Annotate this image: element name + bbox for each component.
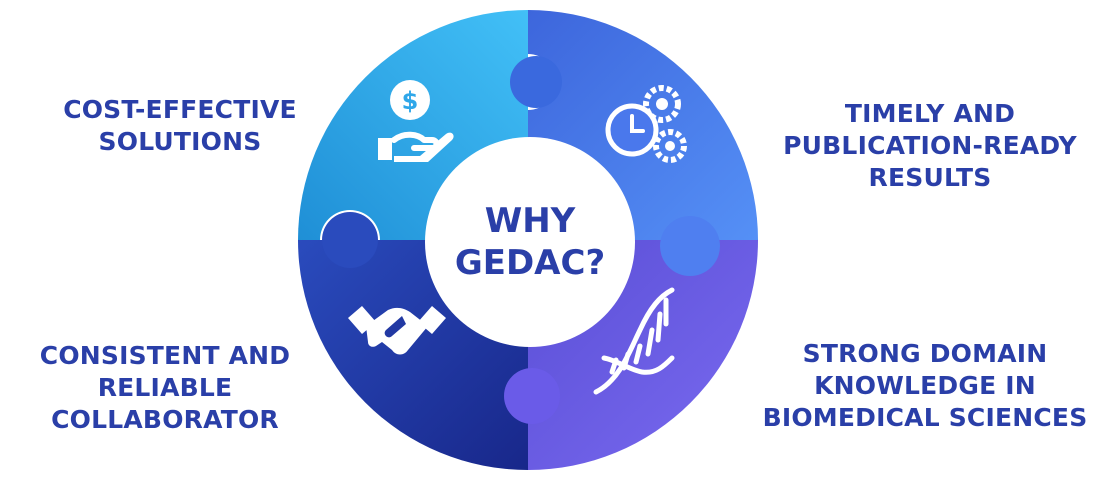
puzzle-tab-tr-bottom bbox=[660, 216, 720, 276]
puzzle-tab-tr bbox=[510, 56, 562, 108]
hand-dollar-coin-icon: $ bbox=[378, 80, 454, 162]
label-line: CONSISTENT AND bbox=[39, 341, 291, 370]
label-line: COLLABORATOR bbox=[51, 405, 279, 434]
center-circle bbox=[425, 137, 635, 347]
label-timely-results: TIMELY AND PUBLICATION-READY RESULTS bbox=[740, 98, 1120, 194]
label-consistent-collaborator: CONSISTENT AND RELIABLE COLLABORATOR bbox=[0, 340, 330, 436]
label-line: KNOWLEDGE IN bbox=[814, 371, 1036, 400]
label-cost-effective: COST-EFFECTIVE SOLUTIONS bbox=[0, 94, 360, 158]
label-line: STRONG DOMAIN bbox=[802, 339, 1048, 368]
label-line: RESULTS bbox=[868, 163, 992, 192]
center-title-line-2: GEDAC? bbox=[454, 243, 606, 283]
dna-icon bbox=[593, 287, 675, 395]
puzzle-tab-br bbox=[504, 368, 560, 424]
label-line: SOLUTIONS bbox=[98, 127, 262, 156]
clock-gears-icon bbox=[605, 85, 687, 163]
handshake-icon bbox=[348, 306, 446, 355]
svg-text:$: $ bbox=[402, 87, 419, 115]
label-line: TIMELY AND bbox=[844, 99, 1016, 128]
label-line: COST-EFFECTIVE bbox=[63, 95, 297, 124]
label-domain-knowledge: STRONG DOMAIN KNOWLEDGE IN BIOMEDICAL SC… bbox=[730, 338, 1120, 434]
center-title-line-1: WHY bbox=[484, 201, 576, 241]
label-line: RELIABLE bbox=[97, 373, 233, 402]
label-line: PUBLICATION-READY bbox=[783, 131, 1077, 160]
label-line: BIOMEDICAL SCIENCES bbox=[762, 403, 1088, 432]
center-title: WHY GEDAC? bbox=[440, 200, 620, 284]
puzzle-tab-bl bbox=[322, 212, 378, 268]
